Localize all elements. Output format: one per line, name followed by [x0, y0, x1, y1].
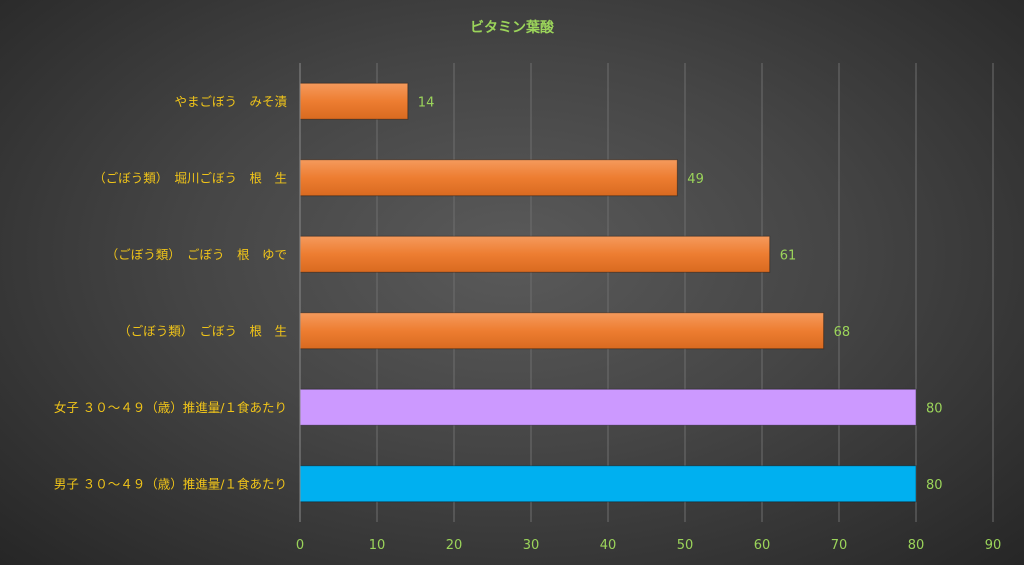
- data-label: 61: [780, 248, 797, 263]
- x-tick-label: 20: [446, 538, 463, 553]
- bar: [299, 235, 771, 273]
- category-label: （ごぼう類） ごぼう 根 生: [118, 323, 287, 338]
- bar: [299, 159, 678, 197]
- bar: [299, 312, 825, 350]
- x-tick-label: 30: [523, 538, 540, 553]
- bar: [299, 388, 917, 426]
- category-label: （ごぼう類） 堀川ごぼう 根 生: [93, 170, 287, 185]
- data-label: 14: [418, 95, 435, 110]
- x-tick-label: 90: [985, 538, 1002, 553]
- chart-title: ビタミン葉酸: [470, 19, 555, 36]
- data-label: 68: [834, 325, 851, 340]
- bar: [299, 82, 409, 120]
- x-tick-label: 60: [754, 538, 771, 553]
- bar: [299, 465, 917, 503]
- category-labels: やまごぼう みそ漬 （ごぼう類） 堀川ごぼう 根 生 （ごぼう類） ごぼう 根 ゆで…: [54, 94, 288, 492]
- gridlines: [376, 63, 994, 522]
- category-label: 男子 ３０～４９（歳）推進量/１食あたり: [54, 476, 287, 491]
- x-tick-label: 40: [600, 538, 617, 553]
- data-label: 49: [687, 172, 704, 187]
- category-label: やまごぼう みそ漬: [174, 94, 287, 109]
- x-tick-label: 70: [831, 538, 848, 553]
- data-label: 80: [926, 401, 943, 416]
- x-axis-ticks: 0 10 20 30 40 50 60 70 80 90: [296, 538, 1001, 553]
- data-labels: 14 49 61 68 80 80: [418, 95, 943, 493]
- x-tick-label: 50: [677, 538, 694, 553]
- x-tick-label: 10: [369, 538, 386, 553]
- x-tick-label: 80: [908, 538, 925, 553]
- data-label: 80: [926, 478, 943, 493]
- category-label: （ごぼう類） ごぼう 根 ゆで: [106, 247, 287, 262]
- x-tick-label: 0: [296, 538, 304, 553]
- bars: [299, 82, 917, 503]
- category-label: 女子 ３０～４９（歳）推進量/１食あたり: [54, 400, 287, 415]
